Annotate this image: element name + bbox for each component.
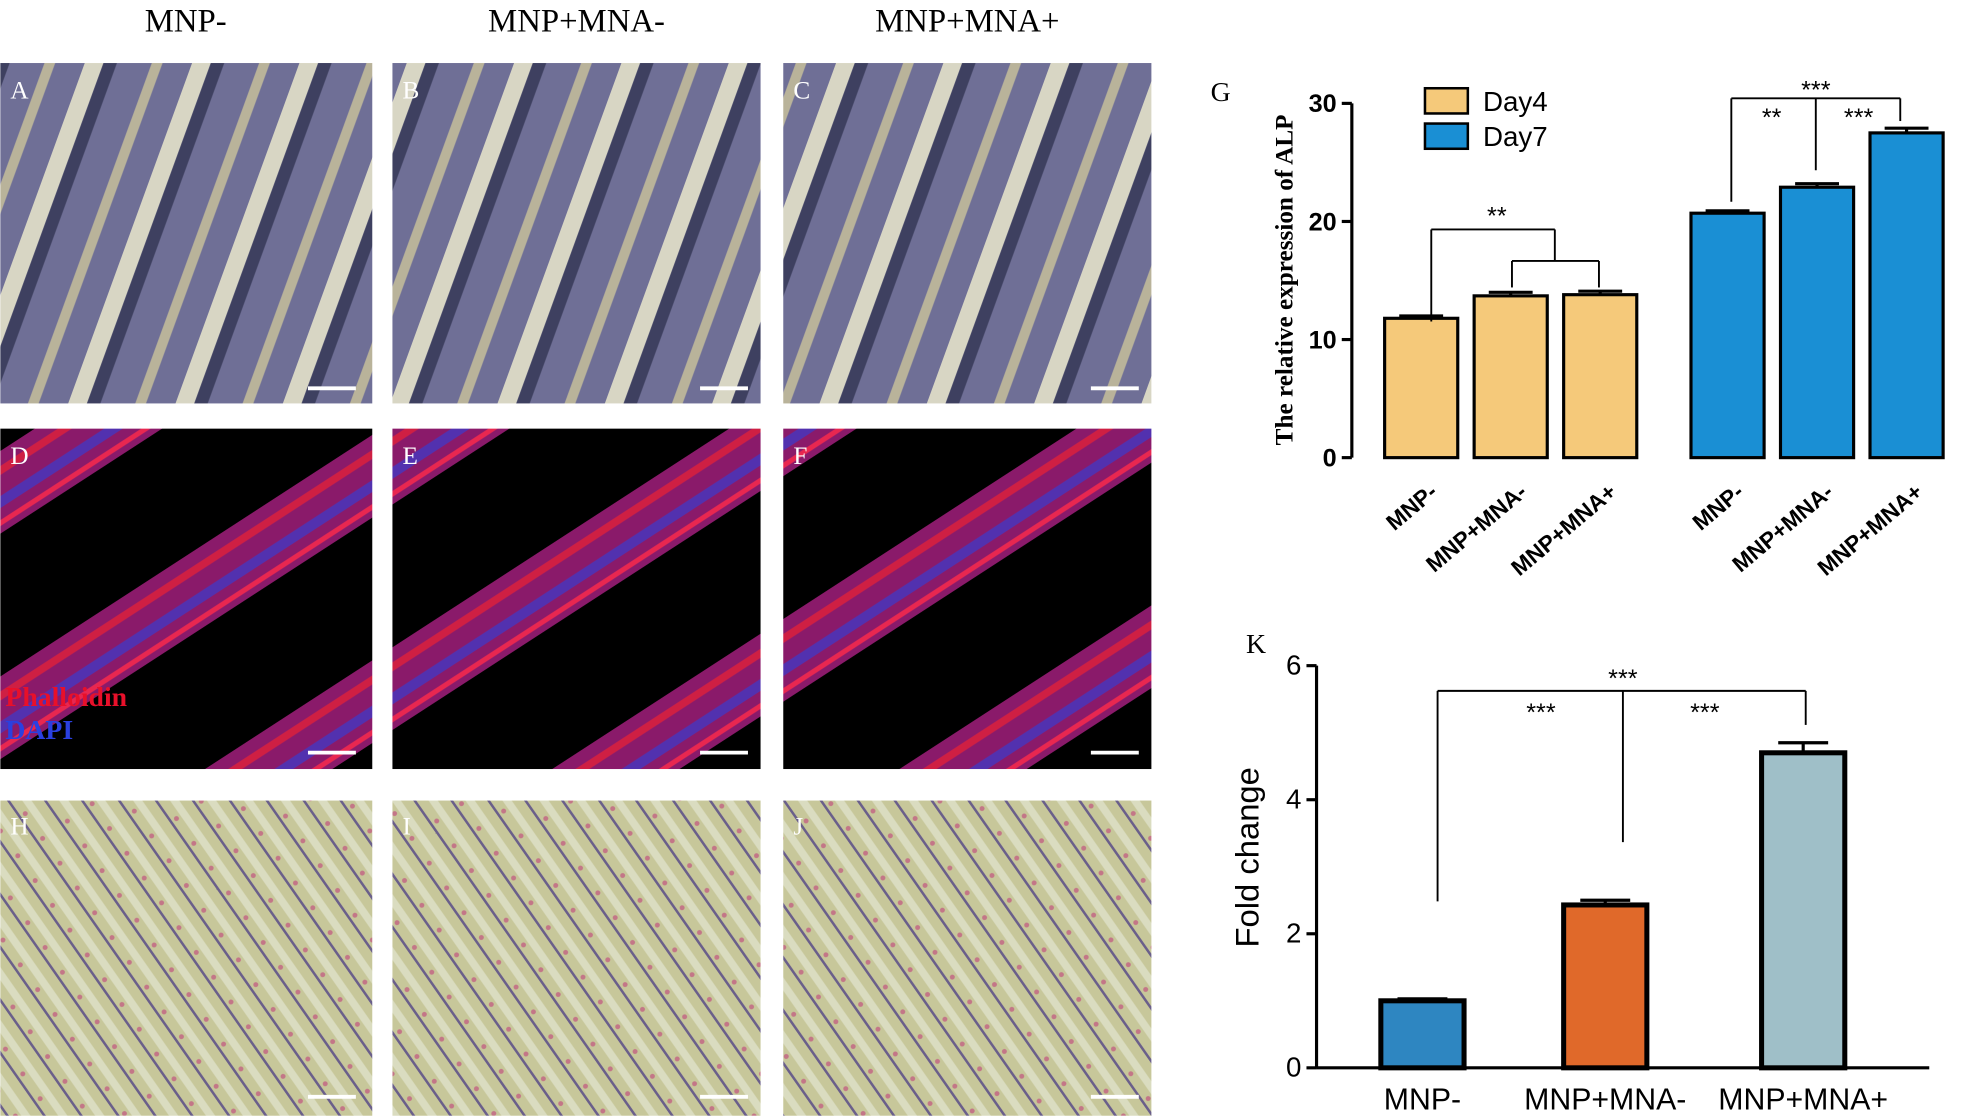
legend-label: Day7 bbox=[1483, 121, 1548, 152]
significance-label: *** bbox=[1608, 665, 1638, 693]
significance-label: *** bbox=[1526, 699, 1556, 727]
panel-label: E bbox=[403, 443, 418, 470]
error-bar bbox=[1778, 741, 1829, 753]
bar bbox=[1472, 294, 1549, 460]
panel-label: I bbox=[403, 814, 411, 841]
bar bbox=[1689, 211, 1766, 460]
micrograph bbox=[392, 800, 761, 1116]
bar bbox=[1759, 750, 1848, 1071]
panel-label: C bbox=[793, 77, 810, 104]
panel-label: A bbox=[10, 77, 29, 104]
error-bar bbox=[1705, 209, 1750, 214]
y-tick-label: 20 bbox=[1309, 208, 1337, 236]
y-axis-label: The relative expression of ALP bbox=[1272, 114, 1299, 445]
micrograph bbox=[0, 63, 373, 404]
panel-label: J bbox=[793, 814, 803, 841]
bar bbox=[1778, 185, 1856, 460]
significance-label: ** bbox=[1762, 104, 1782, 132]
micrograph bbox=[392, 428, 761, 770]
error-bar bbox=[1488, 290, 1533, 296]
y-tick-label: 0 bbox=[1286, 1052, 1301, 1083]
y-tick-label: 30 bbox=[1309, 90, 1337, 118]
stain-label: Phalloidin bbox=[5, 681, 127, 712]
significance-label: *** bbox=[1690, 699, 1720, 727]
y-axis-label: Fold change bbox=[1229, 767, 1266, 947]
bar bbox=[1378, 998, 1467, 1071]
panel-label: G bbox=[1211, 76, 1231, 107]
panel-label: D bbox=[10, 443, 28, 470]
x-tick-label: MNP- bbox=[1381, 478, 1442, 535]
stain-label: DAPI bbox=[5, 714, 73, 745]
error-bar bbox=[1884, 126, 1929, 133]
panel-label: F bbox=[793, 443, 807, 470]
panel-label: H bbox=[10, 814, 28, 841]
significance-label: *** bbox=[1801, 76, 1831, 104]
micrograph bbox=[783, 428, 1152, 770]
column-title: MNP- bbox=[145, 4, 227, 40]
y-tick-label: 4 bbox=[1286, 784, 1301, 815]
y-tick-label: 6 bbox=[1286, 649, 1301, 680]
legend-swatch bbox=[1423, 122, 1470, 151]
error-bar bbox=[1795, 182, 1839, 188]
micrographs bbox=[0, 63, 1152, 1116]
y-tick-label: 10 bbox=[1309, 326, 1337, 354]
micrograph bbox=[783, 63, 1152, 404]
column-title: MNP+MNA- bbox=[488, 4, 665, 40]
y-tick-label: 2 bbox=[1286, 918, 1301, 949]
x-tick-label: MNP- bbox=[1384, 1083, 1461, 1116]
bar bbox=[1383, 316, 1460, 460]
y-tick-label: 0 bbox=[1323, 444, 1337, 472]
panel-label: B bbox=[403, 77, 420, 104]
error-bar bbox=[1397, 997, 1448, 1001]
bar bbox=[1562, 293, 1639, 460]
error-bar bbox=[1580, 898, 1631, 905]
panel-label: K bbox=[1246, 628, 1266, 659]
x-tick-label: MNP+MNA+ bbox=[1718, 1083, 1888, 1116]
micrograph bbox=[0, 800, 373, 1116]
micrograph bbox=[392, 63, 761, 404]
bar bbox=[1868, 131, 1945, 460]
legend-label: Day4 bbox=[1483, 86, 1548, 117]
micrograph bbox=[783, 800, 1152, 1116]
bar bbox=[1561, 902, 1650, 1071]
significance-label: ** bbox=[1487, 202, 1507, 230]
micrograph bbox=[0, 428, 373, 770]
significance-label: *** bbox=[1844, 104, 1874, 132]
legend-swatch bbox=[1423, 86, 1470, 115]
column-title: MNP+MNA+ bbox=[875, 4, 1059, 40]
x-tick-label: MNP+MNA- bbox=[1524, 1083, 1686, 1116]
error-bar bbox=[1399, 314, 1444, 319]
x-tick-label: MNP- bbox=[1687, 478, 1748, 535]
error-bar bbox=[1578, 289, 1623, 295]
